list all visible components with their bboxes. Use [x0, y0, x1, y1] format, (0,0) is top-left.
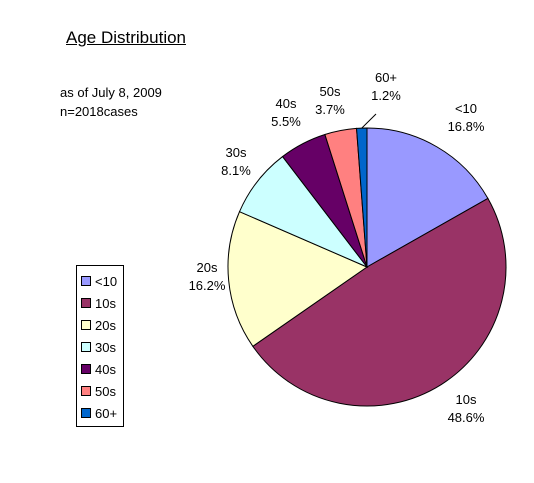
legend-item: 10s	[81, 292, 123, 314]
legend-label: 10s	[95, 295, 116, 311]
pie-slice-1	[366, 127, 489, 268]
legend-label: 50s	[95, 383, 116, 399]
sample-size-note: n=2018cases	[60, 104, 138, 119]
legend-item: 50s	[81, 380, 123, 402]
legend-item: 30s	[81, 336, 123, 358]
legend-swatch	[81, 298, 91, 308]
legend-swatch	[81, 386, 91, 396]
slice-category-label: 50s	[320, 84, 341, 99]
legend-item: 20s	[81, 314, 123, 336]
slice-category-label: 20s	[197, 260, 218, 275]
slice-value-label: 8.1%	[221, 163, 251, 178]
legend-swatch	[81, 364, 91, 374]
slice-value-label: 48.6%	[448, 410, 485, 425]
slice-value-label: 1.2%	[371, 88, 401, 103]
legend-label: 20s	[95, 317, 116, 333]
legend-swatch	[81, 408, 91, 418]
legend-label: <10	[95, 273, 118, 289]
legend-item: 60+	[81, 402, 123, 424]
legend-item: <10	[81, 270, 123, 292]
slice-value-label: 3.7%	[315, 102, 345, 117]
slice-value-label: 16.8%	[448, 119, 485, 134]
legend-label: 30s	[95, 339, 116, 355]
legend-item: 40s	[81, 358, 123, 380]
legend-swatch	[81, 320, 91, 330]
pie-slice-7	[356, 127, 368, 268]
leader-line	[361, 113, 377, 129]
legend-swatch	[81, 342, 91, 352]
pie-slice-2	[252, 197, 507, 407]
legend-label: 40s	[95, 361, 116, 377]
slice-category-label: <10	[455, 101, 477, 116]
slice-category-label: 40s	[276, 96, 297, 111]
as-of-date-note: as of July 8, 2009	[60, 85, 162, 100]
legend-swatch	[81, 276, 91, 286]
chart-title: Age Distribution	[66, 28, 187, 47]
slice-category-label: 30s	[226, 145, 247, 160]
slice-category-label: 60+	[375, 70, 397, 85]
pie-slice-3	[227, 210, 369, 348]
slice-category-label: 10s	[456, 392, 477, 407]
slice-value-label: 5.5%	[271, 114, 301, 129]
legend: <10 10s 20s 30s 40s 50s 60+	[76, 265, 124, 427]
slice-value-label: 16.2%	[189, 278, 226, 293]
legend-label: 60+	[95, 405, 118, 421]
